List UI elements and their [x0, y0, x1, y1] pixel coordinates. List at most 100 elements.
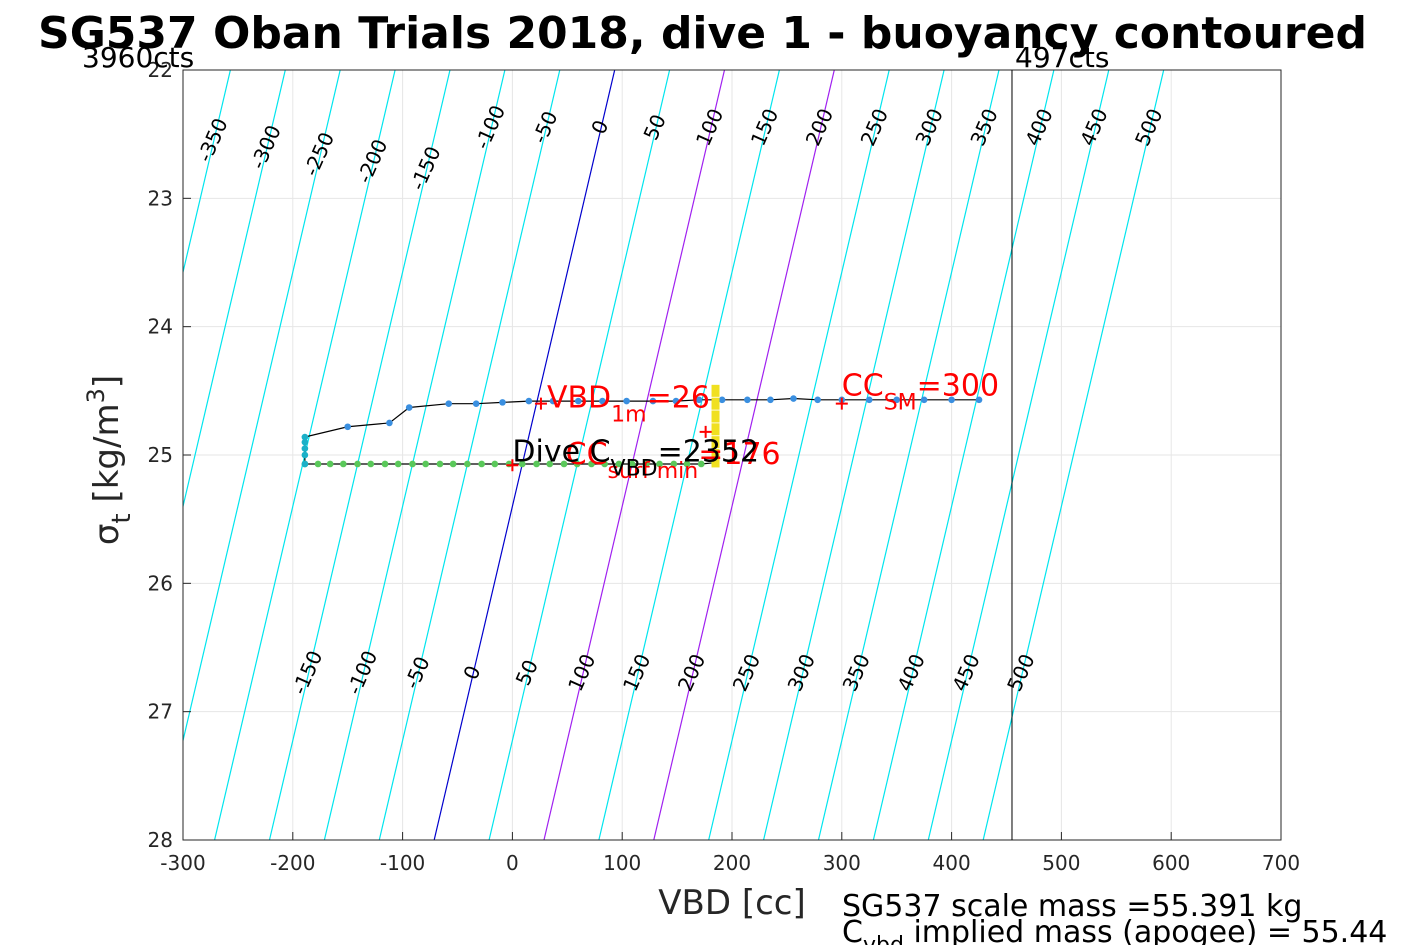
- contour-label: 0: [458, 662, 485, 683]
- apogee-point: [711, 455, 720, 468]
- y-tick-label: 22: [148, 58, 173, 82]
- contour-label: -300: [246, 121, 286, 172]
- climb-point: [301, 460, 309, 468]
- top-left-count-label: 3960cts: [82, 41, 194, 74]
- footer-scale-mass: SG537 scale mass =55.391 kg: [842, 889, 1302, 924]
- dive-point: [449, 460, 457, 468]
- x-tick-label: 400: [933, 851, 971, 875]
- marker-label: CCSM=300: [842, 369, 999, 416]
- climb-point: [344, 423, 352, 431]
- contour-line: [183, 70, 231, 275]
- contour-line: [268, 70, 451, 840]
- contour-label: -150: [405, 143, 445, 194]
- climb-point: [920, 396, 928, 404]
- dive-point: [697, 460, 705, 468]
- climb-point: [865, 396, 873, 404]
- climb-point: [649, 397, 657, 405]
- x-axis-ticks: -300 -200 -100 0 100 200 300 400 500 600 700: [160, 832, 1300, 875]
- marker-cross: [835, 397, 848, 410]
- contour-line: [598, 70, 780, 840]
- dive-point: [670, 460, 678, 468]
- contour-label: 200: [801, 105, 838, 150]
- dive-point: [409, 460, 416, 468]
- x-tick-label: 200: [713, 851, 751, 875]
- climb-point: [623, 397, 630, 405]
- contour-line: [817, 70, 1000, 840]
- contour-label: 100: [563, 650, 600, 695]
- contour-line: [872, 70, 1055, 840]
- y-axis-label: σt [kg/m3]: [82, 375, 137, 545]
- apogee-point: [711, 423, 720, 436]
- contour-label: -50: [527, 107, 562, 147]
- contour-label: 0: [586, 116, 613, 137]
- dive-point: [340, 460, 347, 468]
- dive-point: [573, 460, 581, 468]
- dive-point: [314, 460, 322, 468]
- contour-line: [488, 70, 671, 840]
- climb-point: [301, 451, 309, 459]
- contour-line: [183, 70, 286, 509]
- contour-label: -350: [192, 114, 232, 165]
- contour-label: 250: [856, 105, 893, 150]
- contour-line: [708, 70, 890, 840]
- dive-point: [464, 460, 471, 468]
- dive-point: [436, 460, 444, 468]
- contour-label: 50: [639, 111, 671, 144]
- contour-label: -100: [342, 647, 382, 698]
- contour-line: [927, 70, 1110, 840]
- x-axis-label: VBD [cc]: [658, 883, 806, 923]
- climb-point: [767, 396, 774, 404]
- climb-point: [599, 397, 606, 405]
- contour-label: -200: [352, 136, 392, 187]
- top-right-count-label: 497cts: [1015, 41, 1109, 74]
- dive-point: [326, 460, 334, 468]
- series-line: [304, 397, 980, 464]
- dive-point: [683, 460, 691, 468]
- contour-label: 400: [892, 650, 929, 695]
- x-tick-label: -200: [270, 851, 315, 875]
- climb-point: [301, 445, 309, 452]
- climb-point: [574, 397, 582, 405]
- marker-cross: [506, 459, 519, 472]
- climb-point: [893, 396, 900, 404]
- climb-point: [718, 396, 726, 404]
- dive-point: [643, 460, 650, 468]
- buoyancy-contours: [183, 70, 1165, 840]
- y-tick-label: 27: [148, 700, 173, 724]
- dive-point: [533, 460, 540, 468]
- chart-title: SG537 Oban Trials 2018, dive 1 - buoyanc…: [38, 8, 1367, 59]
- dive-point: [491, 460, 499, 468]
- y-axis-ticks: 22 23 24 25 26 27 28: [148, 58, 191, 852]
- apogee-point: [711, 410, 720, 423]
- contour-label: 350: [965, 105, 1002, 150]
- climb-point: [301, 438, 309, 446]
- x-tick-label: 0: [506, 851, 519, 875]
- contour-line: [433, 70, 616, 840]
- y-tick-label: 23: [148, 186, 173, 210]
- marker-label: VBD1m=26: [547, 381, 710, 428]
- contour-label: 450: [1075, 105, 1112, 150]
- y-tick-label: 28: [148, 828, 173, 852]
- x-tick-label: -300: [160, 851, 205, 875]
- climb-point: [499, 399, 506, 406]
- dive-point: [601, 460, 608, 468]
- climb-point: [672, 397, 680, 405]
- climb-point: [948, 396, 955, 404]
- contour-line: [982, 70, 1165, 840]
- dive-point: [656, 460, 663, 468]
- climb-point: [301, 433, 309, 441]
- contour-line: [378, 70, 561, 840]
- contour-label: 350: [837, 650, 874, 695]
- data-series: [301, 384, 983, 468]
- climb-point: [405, 404, 413, 411]
- contour-label: 100: [691, 105, 728, 150]
- climb-point: [975, 396, 983, 404]
- contour-label: 400: [1020, 105, 1057, 150]
- dive-point: [381, 460, 389, 468]
- y-tick-label: 25: [148, 443, 173, 467]
- contour-label: 300: [783, 650, 820, 695]
- contour-label: 450: [947, 650, 984, 695]
- contour-line: [323, 70, 506, 840]
